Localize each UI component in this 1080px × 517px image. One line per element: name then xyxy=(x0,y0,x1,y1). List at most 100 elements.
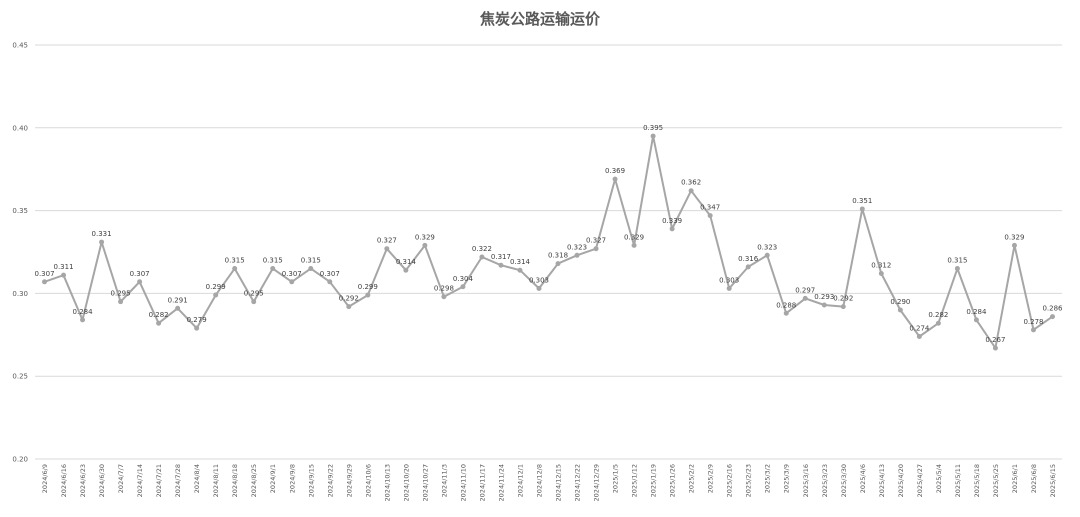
data-label: 0.299 xyxy=(206,283,226,291)
data-label: 0.290 xyxy=(890,298,910,306)
data-point xyxy=(251,299,257,305)
data-label: 0.291 xyxy=(168,296,188,304)
data-point xyxy=(954,266,960,272)
data-label: 0.307 xyxy=(320,270,340,278)
x-tick-label: 2025/5/4 xyxy=(935,464,943,493)
x-tick-label: 2025/2/23 xyxy=(745,464,753,497)
x-tick-label: 2024/7/21 xyxy=(155,464,163,497)
data-point xyxy=(327,279,333,285)
y-axis-tick-labels: 0.20 0.25 0.30 0.35 0.40 0.45 xyxy=(12,42,28,464)
data-point xyxy=(878,271,884,277)
x-tick-label: 2025/1/19 xyxy=(650,464,658,497)
x-tick-label: 2024/7/28 xyxy=(174,464,182,497)
x-tick-label: 2024/6/23 xyxy=(79,464,87,497)
series-group xyxy=(42,133,1055,351)
data-point xyxy=(118,299,124,305)
data-label: 0.318 xyxy=(548,252,568,260)
data-point xyxy=(270,266,276,272)
data-point xyxy=(745,264,751,270)
data-label: 0.314 xyxy=(396,258,417,266)
data-point xyxy=(783,310,789,316)
x-tick-label: 2025/1/12 xyxy=(631,464,639,497)
gridlines xyxy=(35,44,1062,460)
data-point xyxy=(232,266,238,272)
data-label: 0.369 xyxy=(605,167,625,175)
data-point xyxy=(669,226,675,232)
x-tick-label: 2024/8/4 xyxy=(193,464,201,493)
x-tick-label: 2025/6/15 xyxy=(1049,464,1057,497)
x-tick-label: 2025/4/27 xyxy=(916,464,924,497)
data-label: 0.307 xyxy=(130,270,150,278)
data-label: 0.307 xyxy=(34,270,54,278)
x-tick-label: 2024/9/22 xyxy=(326,464,334,497)
data-point xyxy=(460,284,466,290)
series-line xyxy=(44,135,1054,349)
data-label: 0.327 xyxy=(377,237,397,245)
x-tick-label: 2025/6/8 xyxy=(1030,464,1038,493)
data-label: 0.339 xyxy=(662,217,682,225)
data-label: 0.297 xyxy=(795,286,815,294)
data-label: 0.282 xyxy=(928,311,948,319)
data-point xyxy=(574,252,580,258)
data-label: 0.267 xyxy=(985,336,1005,344)
data-label: 0.274 xyxy=(909,324,930,332)
x-tick-label: 2025/1/26 xyxy=(669,464,677,497)
data-label: 0.327 xyxy=(586,237,606,245)
data-point xyxy=(688,188,694,194)
data-point xyxy=(802,295,808,301)
x-tick-label: 2024/8/25 xyxy=(250,464,258,497)
x-tick-label: 2025/4/6 xyxy=(859,464,867,493)
data-point xyxy=(156,320,162,326)
x-tick-label: 2025/5/11 xyxy=(954,464,962,497)
data-label: 0.351 xyxy=(852,197,872,205)
x-tick-label: 2024/10/20 xyxy=(402,464,410,501)
data-point xyxy=(479,254,485,260)
data-label: 0.347 xyxy=(700,204,720,212)
data-label: 0.311 xyxy=(54,263,74,271)
data-point xyxy=(707,213,713,219)
data-label: 0.284 xyxy=(73,308,94,316)
data-point xyxy=(194,325,200,331)
data-label: 0.315 xyxy=(301,257,321,265)
data-label: 0.284 xyxy=(966,308,987,316)
x-tick-label: 2024/12/29 xyxy=(593,464,601,501)
data-point xyxy=(213,292,219,298)
data-label: 0.303 xyxy=(529,276,549,284)
x-tick-label: 2025/4/13 xyxy=(878,464,886,497)
x-tick-label: 2025/3/23 xyxy=(821,464,829,497)
data-label: 0.329 xyxy=(1004,233,1024,241)
x-tick-label: 2025/4/20 xyxy=(897,464,905,497)
data-labels: 0.3070.3110.2840.3310.2950.3070.2820.291… xyxy=(34,124,1063,344)
data-label: 0.315 xyxy=(947,257,967,265)
x-tick-label: 2024/9/29 xyxy=(345,464,353,497)
x-tick-label: 2024/6/16 xyxy=(60,464,68,497)
data-label: 0.292 xyxy=(833,295,853,303)
data-point xyxy=(289,279,295,285)
data-label: 0.362 xyxy=(681,179,701,187)
data-label: 0.295 xyxy=(244,290,264,298)
data-point xyxy=(308,266,314,272)
data-label: 0.312 xyxy=(871,262,891,270)
data-point xyxy=(403,267,409,273)
x-tick-label: 2024/12/15 xyxy=(555,464,563,501)
data-point xyxy=(650,133,656,139)
x-tick-label: 2025/2/9 xyxy=(707,464,715,493)
data-point xyxy=(973,317,979,323)
x-axis-tick-labels: 2024/6/9 2024/6/16 2024/6/23 2024/6/30 2024/… xyxy=(41,464,1057,501)
data-point xyxy=(593,246,599,252)
data-label: 0.329 xyxy=(624,233,644,241)
x-tick-label: 2024/11/10 xyxy=(459,464,467,501)
data-label: 0.286 xyxy=(1042,305,1063,313)
data-point xyxy=(992,345,998,351)
data-point xyxy=(42,279,48,285)
data-label: 0.323 xyxy=(567,243,587,251)
x-tick-label: 2024/6/30 xyxy=(98,464,106,497)
x-tick-label: 2025/5/18 xyxy=(973,464,981,497)
x-tick-label: 2025/3/30 xyxy=(840,464,848,497)
data-point xyxy=(1049,314,1055,320)
data-label: 0.304 xyxy=(453,275,474,283)
data-label: 0.331 xyxy=(92,230,112,238)
data-point xyxy=(517,267,523,273)
data-point xyxy=(612,176,618,182)
data-point xyxy=(1011,242,1017,248)
